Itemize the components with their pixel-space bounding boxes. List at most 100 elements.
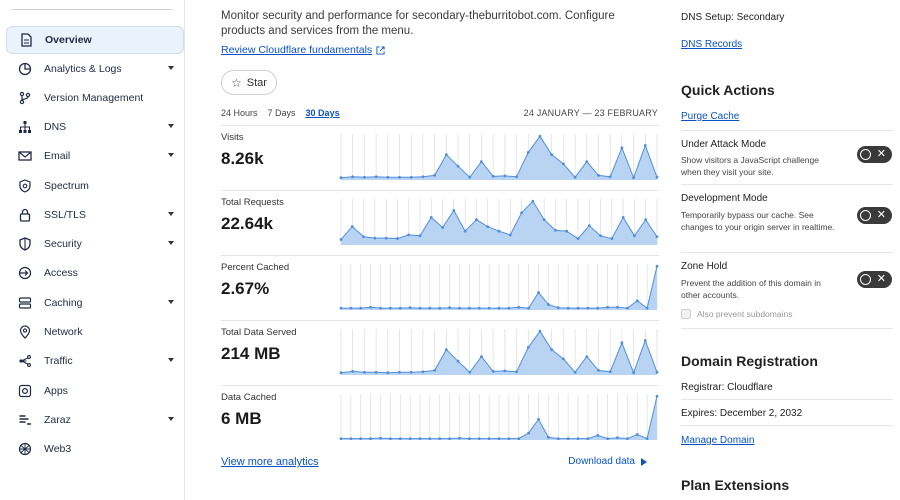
sparkline-chart[interactable]	[339, 323, 659, 381]
chevron-down-icon[interactable]	[168, 241, 174, 245]
data-point[interactable]	[635, 299, 639, 303]
data-point[interactable]	[497, 229, 501, 233]
data-point[interactable]	[625, 437, 629, 441]
data-point[interactable]	[374, 370, 378, 374]
data-point[interactable]	[373, 236, 377, 240]
data-point[interactable]	[418, 437, 422, 441]
sidebar-item-overview[interactable]: Overview	[6, 26, 184, 54]
data-point[interactable]	[616, 305, 619, 309]
data-point[interactable]	[610, 237, 614, 240]
also-prevent-subdomains[interactable]: Also prevent subdomains	[681, 309, 792, 319]
sparkline-chart[interactable]	[339, 388, 659, 446]
data-point[interactable]	[418, 234, 422, 238]
data-point[interactable]	[526, 151, 530, 154]
data-point[interactable]	[369, 437, 373, 441]
data-point[interactable]	[620, 146, 624, 150]
data-point[interactable]	[359, 437, 363, 441]
star-button[interactable]: ☆ Star	[221, 70, 277, 95]
data-point[interactable]	[421, 175, 425, 179]
data-point[interactable]	[349, 306, 353, 310]
data-point[interactable]	[444, 153, 448, 157]
data-point[interactable]	[585, 355, 589, 358]
sidebar-item-dns[interactable]: DNS	[6, 113, 184, 141]
data-point[interactable]	[350, 225, 354, 228]
data-point[interactable]	[339, 437, 343, 441]
data-point[interactable]	[398, 175, 401, 179]
data-point[interactable]	[398, 437, 402, 441]
data-point[interactable]	[386, 175, 390, 179]
data-point[interactable]	[486, 225, 490, 228]
data-point[interactable]	[556, 306, 560, 310]
data-point[interactable]	[487, 437, 491, 441]
data-point[interactable]	[507, 437, 511, 441]
data-point[interactable]	[398, 306, 402, 310]
data-point[interactable]	[433, 174, 437, 177]
data-point[interactable]	[645, 437, 649, 441]
data-point[interactable]	[645, 306, 649, 310]
data-point[interactable]	[477, 437, 481, 441]
data-point[interactable]	[448, 437, 452, 441]
data-point[interactable]	[655, 394, 659, 398]
data-point[interactable]	[635, 433, 639, 436]
data-point[interactable]	[573, 175, 577, 179]
data-point[interactable]	[507, 306, 511, 310]
sparkline-chart[interactable]	[339, 128, 659, 186]
data-point[interactable]	[655, 235, 659, 239]
data-point[interactable]	[339, 371, 343, 375]
purge-cache-link[interactable]: Purge Cache	[681, 111, 740, 122]
sidebar-item-traffic[interactable]: Traffic	[6, 347, 184, 375]
manage-domain-link[interactable]: Manage Domain	[681, 435, 755, 446]
data-point[interactable]	[421, 370, 425, 374]
data-point[interactable]	[374, 175, 378, 179]
chevron-down-icon[interactable]	[168, 300, 174, 304]
data-point[interactable]	[480, 355, 483, 358]
data-point[interactable]	[561, 357, 565, 361]
data-point[interactable]	[458, 306, 461, 310]
data-point[interactable]	[643, 339, 647, 342]
data-point[interactable]	[587, 224, 591, 228]
data-point[interactable]	[517, 437, 521, 441]
data-point[interactable]	[384, 236, 388, 240]
chevron-down-icon[interactable]	[168, 358, 174, 362]
data-point[interactable]	[606, 305, 610, 309]
data-point[interactable]	[585, 160, 589, 163]
data-point[interactable]	[428, 306, 432, 310]
sidebar-item-ssl-tls[interactable]: SSL/TLS	[6, 201, 184, 229]
data-point[interactable]	[362, 235, 365, 239]
data-point[interactable]	[556, 437, 560, 441]
fundamentals-link[interactable]: Review Cloudflare fundamentals	[221, 44, 385, 56]
data-point[interactable]	[418, 306, 422, 310]
data-point[interactable]	[655, 370, 659, 374]
data-point[interactable]	[497, 437, 501, 441]
data-point[interactable]	[596, 306, 600, 310]
chevron-down-icon[interactable]	[168, 66, 174, 70]
sidebar-item-web3[interactable]: Web3	[6, 435, 184, 463]
data-point[interactable]	[487, 306, 491, 310]
data-point[interactable]	[625, 306, 629, 310]
data-point[interactable]	[409, 370, 413, 374]
data-point[interactable]	[561, 162, 565, 166]
sidebar-item-caching[interactable]: Caching	[6, 289, 184, 317]
data-point[interactable]	[608, 370, 612, 374]
sparkline-chart[interactable]	[339, 258, 659, 316]
sidebar-item-email[interactable]: Email	[6, 142, 184, 170]
data-point[interactable]	[379, 436, 382, 440]
data-point[interactable]	[655, 264, 659, 268]
data-point[interactable]	[379, 306, 382, 310]
data-point[interactable]	[620, 341, 624, 345]
data-point[interactable]	[538, 134, 542, 138]
data-point[interactable]	[398, 370, 401, 374]
data-point[interactable]	[608, 175, 612, 179]
sidebar-item-apps[interactable]: Apps	[6, 377, 184, 405]
data-point[interactable]	[408, 306, 412, 310]
range-7-days[interactable]: 7 Days	[267, 108, 296, 118]
data-point[interactable]	[546, 303, 550, 306]
data-point[interactable]	[467, 437, 471, 441]
data-point[interactable]	[616, 436, 619, 440]
data-point[interactable]	[537, 291, 540, 294]
data-point[interactable]	[537, 417, 540, 421]
data-point[interactable]	[643, 144, 647, 147]
sidebar-item-network[interactable]: Network	[6, 318, 184, 346]
data-point[interactable]	[468, 175, 472, 179]
data-point[interactable]	[538, 329, 542, 333]
